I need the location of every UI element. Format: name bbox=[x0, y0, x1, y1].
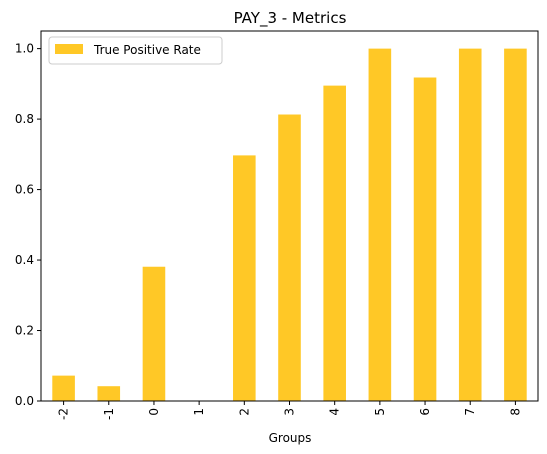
bar--1 bbox=[97, 386, 121, 401]
y-tick-label-0.4: 0.4 bbox=[15, 253, 34, 267]
x-axis-label: Groups bbox=[269, 431, 312, 445]
x-tick-label-6: 6 bbox=[418, 408, 432, 416]
x-axis-ticks: -2 -1 0 1 2 3 4 5 6 7 8 bbox=[57, 401, 522, 420]
x-tick-label-5: 5 bbox=[373, 408, 387, 416]
x-tick-label-1: 1 bbox=[192, 408, 206, 416]
x-tick-label-8: 8 bbox=[508, 408, 522, 416]
x-tick-label-0: 0 bbox=[147, 408, 161, 416]
bar-4 bbox=[323, 85, 346, 401]
chart-title: PAY_3 - Metrics bbox=[234, 9, 347, 28]
bar-8 bbox=[504, 48, 527, 401]
x-tick-label-2: 2 bbox=[237, 408, 251, 416]
bar-6 bbox=[413, 77, 437, 401]
y-axis-ticks: 0.0 0.2 0.4 0.6 0.8 1.0 bbox=[15, 42, 41, 408]
bar-5 bbox=[368, 48, 392, 401]
bars-group bbox=[52, 48, 527, 401]
y-tick-label-0.8: 0.8 bbox=[15, 112, 34, 126]
bar-3 bbox=[278, 114, 301, 401]
legend-label-true-positive-rate: True Positive Rate bbox=[93, 43, 201, 57]
legend-box bbox=[48, 36, 223, 65]
y-tick-label-0.2: 0.2 bbox=[15, 324, 34, 338]
plot-frame bbox=[40, 30, 539, 402]
legend-swatch bbox=[55, 44, 83, 54]
legend: True Positive Rate bbox=[48, 36, 223, 65]
bar--2 bbox=[52, 375, 75, 401]
bar-0 bbox=[142, 266, 166, 401]
x-tick-label--1: -1 bbox=[102, 408, 116, 420]
y-tick-label-0.0: 0.0 bbox=[15, 394, 34, 408]
bar-2 bbox=[233, 155, 256, 401]
x-tick-label--2: -2 bbox=[57, 408, 71, 420]
y-tick-label-1.0: 1.0 bbox=[15, 42, 34, 56]
y-tick-label-0.6: 0.6 bbox=[15, 183, 34, 197]
bar-7 bbox=[458, 48, 482, 401]
x-tick-label-4: 4 bbox=[328, 408, 342, 416]
x-tick-label-3: 3 bbox=[283, 408, 297, 416]
x-tick-label-7: 7 bbox=[463, 408, 477, 416]
